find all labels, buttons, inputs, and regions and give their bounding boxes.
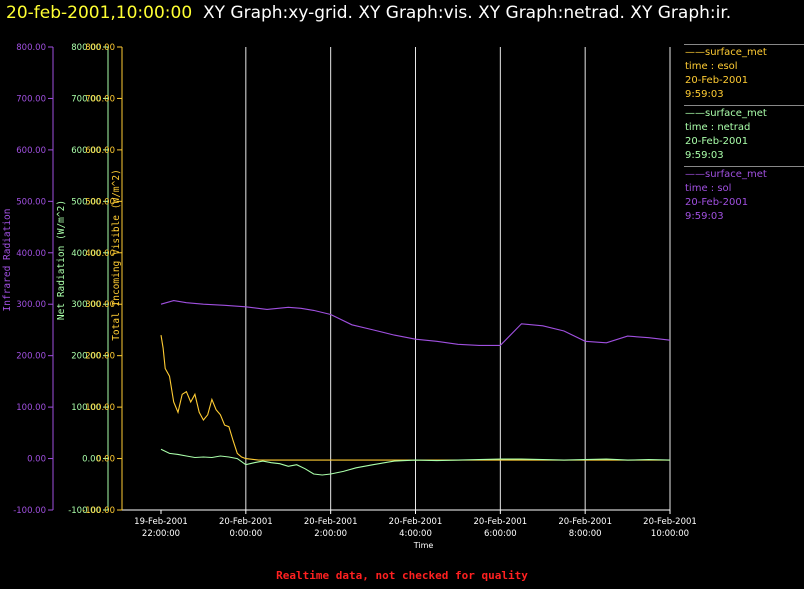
legend-date: 20-Feb-2001 [685, 75, 749, 86]
y-tick-label: 500.00 [85, 197, 115, 207]
y-tick-label: 100.00 [85, 403, 115, 413]
quality-notice: Realtime data, not checked for quality [276, 569, 528, 582]
timestamp: 20-feb-2001,10:00:00 [6, 3, 193, 23]
y-tick-label: 800.00 [85, 43, 115, 53]
x-tick-label: 4:00:00 [399, 529, 432, 539]
x-tick-label: 20-Feb-2001 [219, 517, 273, 527]
x-tick-label: 0:00:00 [229, 529, 262, 539]
y-tick-label: 600.00 [16, 146, 46, 156]
x-tick-label: 20-Feb-2001 [389, 517, 443, 527]
x-axis-label: Time [413, 541, 434, 550]
y-tick-label: -100.00 [13, 506, 46, 516]
legend-series-name: ——surface_met [685, 47, 767, 58]
x-tick-label: 2:00:00 [314, 529, 347, 539]
y-tick-label: 700.00 [16, 94, 46, 104]
y-tick-label: 200.00 [85, 352, 115, 362]
x-tick-label: 20-Feb-2001 [558, 517, 612, 527]
legend-time: 9:59:03 [685, 89, 724, 100]
y-tick-label: 500.00 [71, 197, 101, 207]
x-tick-label: 6:00:00 [484, 529, 517, 539]
x-tick-label: 20-Feb-2001 [643, 517, 697, 527]
y-axis-label: Net Radiation (W/m^2) [56, 200, 67, 320]
series-line [160, 448, 671, 476]
y-tick-label: 200.00 [71, 352, 101, 362]
y-tick-label: -100.00 [82, 506, 115, 516]
y-tick-label: 600.00 [71, 146, 101, 156]
y-tick-label: 300.00 [71, 300, 101, 310]
y-tick-label: 100.00 [16, 403, 46, 413]
legend: ——surface_met time : esol 20-Feb-2001 9:59:… [684, 44, 804, 227]
x-tick-label: 20-Feb-2001 [474, 517, 528, 527]
y-tick-label: 700.00 [71, 94, 101, 104]
y-tick-label: 0.00 [82, 455, 101, 465]
legend-time: 9:59:03 [685, 211, 724, 222]
series-line [160, 335, 670, 461]
legend-variable: time : sol [685, 183, 732, 194]
y-tick-label: 500.00 [16, 197, 46, 207]
legend-date: 20-Feb-2001 [685, 136, 749, 147]
y-tick-label: 300.00 [16, 300, 46, 310]
y-tick-label: 0.00 [96, 455, 115, 465]
x-tick-label: 10:00:00 [651, 529, 689, 539]
y-tick-label: 800.00 [71, 43, 101, 53]
series-line [160, 300, 671, 346]
graph-title: 20-feb-2001,10:00:00 XY Graph:xy-grid. X… [6, 3, 731, 23]
x-tick-label: 19-Feb-2001 [134, 517, 188, 527]
legend-series-name: ——surface_met [685, 108, 767, 119]
legend-time: 9:59:03 [685, 150, 724, 161]
y-tick-label: 0.00 [27, 455, 46, 465]
y-tick-label: 200.00 [16, 352, 46, 362]
y-tick-label: -100.00 [68, 506, 101, 516]
legend-date: 20-Feb-2001 [685, 197, 749, 208]
y-tick-label: 300.00 [85, 300, 115, 310]
y-tick-label: 400.00 [16, 249, 46, 259]
y-tick-label: 400.00 [71, 249, 101, 259]
x-tick-label: 22:00:00 [142, 529, 180, 539]
graph-list: XY Graph:xy-grid. XY Graph:vis. XY Graph… [202, 3, 732, 23]
y-axis-label: Infrared Radiation [2, 209, 13, 312]
y-tick-label: 100.00 [71, 403, 101, 413]
y-tick-label: 600.00 [85, 146, 115, 156]
y-axis-label: Total Incoming Visible (W/m^2) [111, 169, 122, 341]
y-tick-label: 800.00 [16, 43, 46, 53]
legend-variable: time : esol [685, 61, 738, 72]
y-tick-label: 700.00 [85, 94, 115, 104]
x-tick-label: 20-Feb-2001 [304, 517, 358, 527]
legend-series-name: ——surface_met [685, 169, 767, 180]
y-tick-label: 400.00 [85, 249, 115, 259]
legend-variable: time : netrad [685, 122, 751, 133]
x-tick-label: 8:00:00 [569, 529, 602, 539]
